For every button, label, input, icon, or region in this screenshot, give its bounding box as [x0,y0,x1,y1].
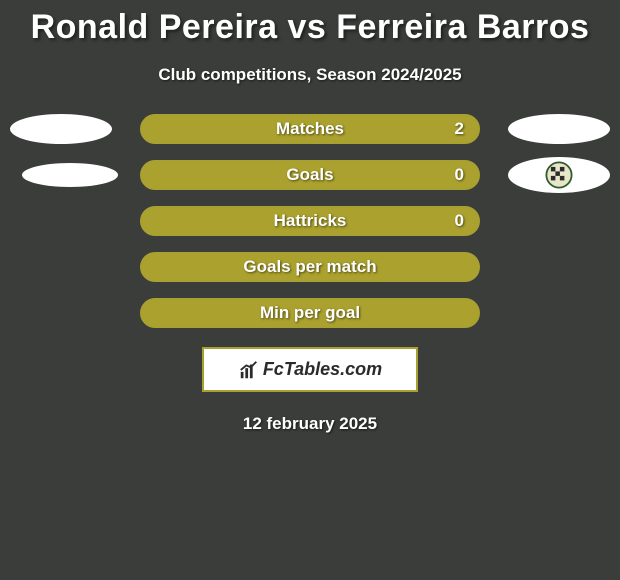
logo-inner: FcTables.com [238,359,382,381]
crest-icon [508,157,610,193]
left-slot [0,163,140,187]
stat-row-goals: Goals 0 [0,159,620,191]
team-badge-left-blank [22,163,118,187]
stat-label: Matches [142,119,478,139]
stat-label: Goals [142,165,478,185]
page-subtitle: Club competitions, Season 2024/2025 [0,65,620,85]
bar-chart-icon [238,359,260,381]
stat-row-min-per-goal: Min per goal [0,297,620,329]
stat-row-matches: Matches 2 [0,113,620,145]
page-title: Ronald Pereira vs Ferreira Barros [0,8,620,47]
stat-bar-min-per-goal: Min per goal [140,298,480,328]
stat-label: Hattricks [142,211,478,231]
stat-bar-matches: Matches 2 [140,114,480,144]
stat-value: 0 [455,211,464,231]
stat-row-goals-per-match: Goals per match [0,251,620,283]
stat-value: 2 [455,119,464,139]
stat-label: Goals per match [142,257,478,277]
infographic-container: Ronald Pereira vs Ferreira Barros Club c… [0,0,620,434]
team-badge-right-blank [508,114,610,144]
right-slot [480,157,620,193]
logo-text: FcTables.com [263,359,382,380]
team-badge-right-crest [508,157,610,193]
stat-bar-hattricks: Hattricks 0 [140,206,480,236]
stat-row-hattricks: Hattricks 0 [0,205,620,237]
stat-value: 0 [455,165,464,185]
stat-bar-goals: Goals 0 [140,160,480,190]
stat-label: Min per goal [142,303,478,323]
stat-bar-goals-per-match: Goals per match [140,252,480,282]
attribution-logo: FcTables.com [202,347,418,392]
footer-date: 12 february 2025 [0,414,620,434]
team-badge-left-blank [10,114,112,144]
